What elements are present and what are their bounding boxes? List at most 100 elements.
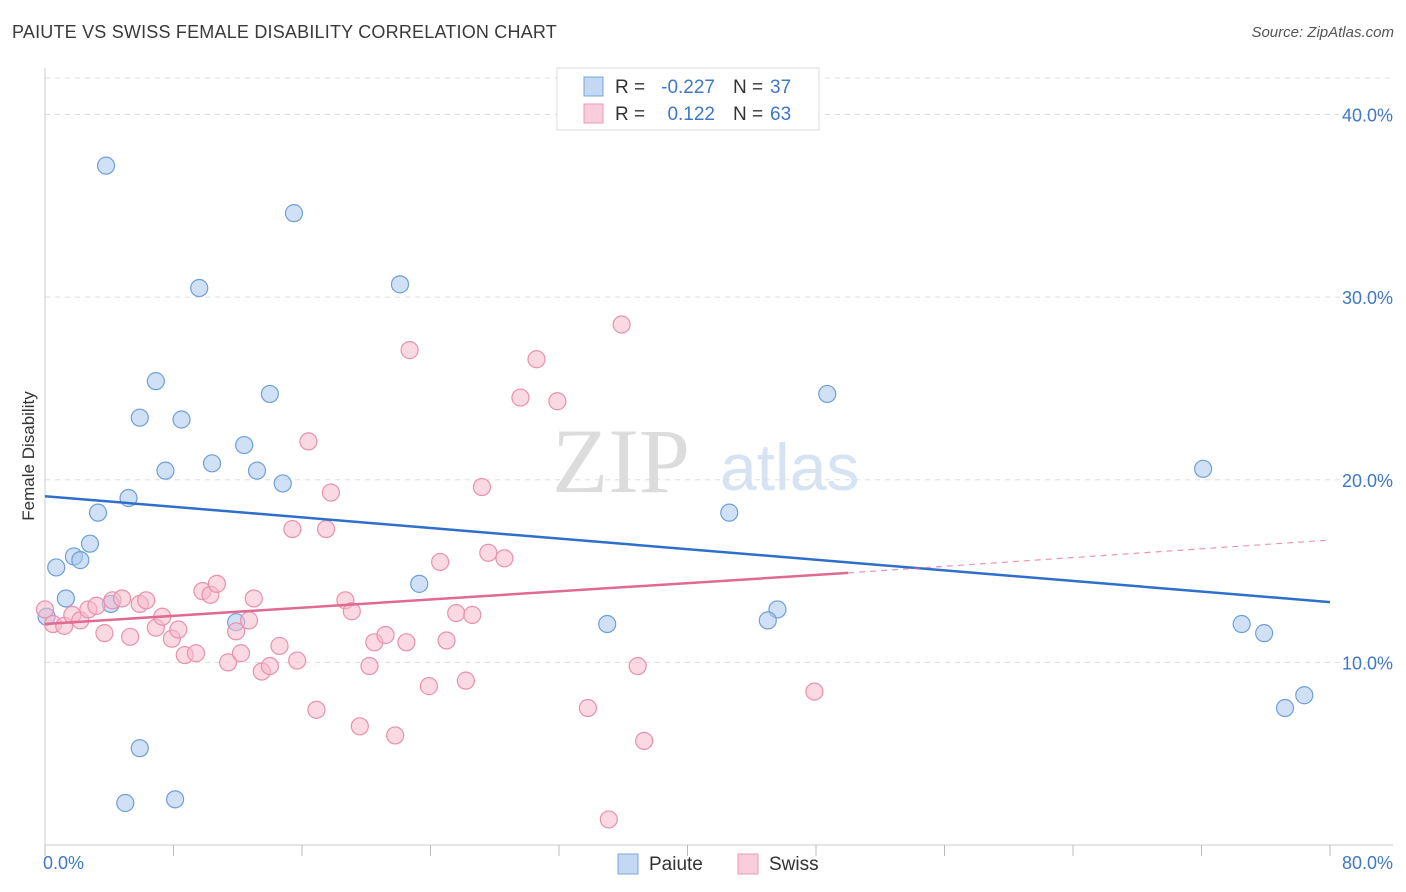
paiute-point-0 xyxy=(96,156,116,175)
x-tick-label-min: 0.0% xyxy=(43,853,84,873)
swiss-point-37 xyxy=(342,602,361,621)
source-label: Source: ZipAtlas.com xyxy=(1251,24,1394,41)
paiute-point-1 xyxy=(284,204,304,223)
gridlines xyxy=(45,77,1393,663)
swiss-point-46 xyxy=(431,552,450,572)
legend-r-value-swiss: 0.122 xyxy=(667,104,715,125)
y-axis-label: Female Disability xyxy=(19,391,38,521)
paiute-point-19 xyxy=(56,589,75,608)
paiute-point-3 xyxy=(390,275,410,294)
paiute-point-33 xyxy=(1232,614,1251,634)
swiss-point-49 xyxy=(456,671,475,690)
bottom-legend-label-swiss: Swiss xyxy=(769,854,819,875)
swiss-point-28 xyxy=(260,656,279,676)
paiute-point-18 xyxy=(47,558,66,577)
paiute-point-11 xyxy=(247,461,267,480)
swiss-point-22 xyxy=(219,653,238,672)
paiute-point-24 xyxy=(598,614,617,634)
paiute-point-2 xyxy=(190,278,209,298)
paiute-point-28 xyxy=(758,611,777,630)
bottom-legend-swatch-paiute xyxy=(617,853,639,875)
swiss-trend-line xyxy=(44,571,849,626)
legend-n-label-paiute: N = xyxy=(733,77,763,98)
watermark-zip: ZIP xyxy=(552,410,690,512)
bottom-legend-label-paiute: Paiute xyxy=(649,854,703,875)
swiss-point-53 xyxy=(495,549,514,568)
swiss-point-50 xyxy=(463,605,482,625)
y-tick-label-20: 20.0% xyxy=(1342,471,1393,491)
swiss-point-62 xyxy=(805,682,824,701)
paiute-point-36 xyxy=(1295,686,1314,705)
swiss-point-18 xyxy=(186,644,206,663)
paiute-point-7 xyxy=(172,410,191,429)
legend-r-label-swiss: R = xyxy=(615,104,645,125)
swiss-trend-line-extension xyxy=(848,539,1331,574)
swiss-point-24 xyxy=(231,644,251,663)
swiss-point-9 xyxy=(112,589,132,608)
swiss-point-10 xyxy=(121,627,140,646)
swiss-point-0 xyxy=(35,600,55,619)
paiute-trend-line xyxy=(44,494,1331,604)
swiss-point-12 xyxy=(137,591,156,610)
paiute-point-17 xyxy=(71,551,90,570)
swiss-point-44 xyxy=(400,341,419,360)
data-points xyxy=(35,156,1314,829)
legend-n-value-swiss: 63 xyxy=(770,104,791,125)
axes xyxy=(44,68,1393,856)
legend-swatch-paiute xyxy=(583,76,604,97)
legend-r-value-paiute: -0.227 xyxy=(661,77,715,98)
swiss-point-38 xyxy=(350,717,369,736)
paiute-point-32 xyxy=(1194,459,1213,478)
paiute-point-6 xyxy=(130,408,149,427)
paiute-point-14 xyxy=(88,503,108,522)
paiute-point-31 xyxy=(166,790,185,809)
paiute-point-8 xyxy=(235,435,254,455)
legend-swatch-swiss xyxy=(583,103,604,124)
swiss-point-54 xyxy=(511,388,530,407)
paiute-point-25 xyxy=(720,503,739,522)
paiute-point-26 xyxy=(818,384,837,404)
y-tick-labels: 10.0% 20.0% 30.0% 40.0% xyxy=(1342,106,1393,674)
swiss-point-58 xyxy=(599,810,618,829)
paiute-point-15 xyxy=(80,534,100,553)
y-tick-label-10: 10.0% xyxy=(1342,653,1393,673)
bottom-legend: Paiute Swiss xyxy=(617,853,819,875)
swiss-point-41 xyxy=(376,625,395,645)
swiss-point-55 xyxy=(527,350,546,369)
swiss-point-34 xyxy=(316,519,336,539)
swiss-point-48 xyxy=(447,603,466,623)
swiss-point-39 xyxy=(360,656,379,676)
watermark: ZIP atlas xyxy=(552,410,859,512)
paiute-point-10 xyxy=(202,454,222,473)
y-tick-label-40: 40.0% xyxy=(1342,106,1393,126)
swiss-point-32 xyxy=(299,432,318,451)
swiss-point-51 xyxy=(472,477,491,497)
paiute-point-5 xyxy=(260,384,279,404)
trend-lines xyxy=(44,494,1331,626)
swiss-point-25 xyxy=(239,611,259,630)
y-tick-label-30: 30.0% xyxy=(1342,288,1393,308)
swiss-point-23 xyxy=(227,622,246,641)
paiute-point-4 xyxy=(146,372,165,391)
paiute-point-30 xyxy=(116,793,135,813)
swiss-point-60 xyxy=(628,656,647,676)
swiss-point-57 xyxy=(578,698,598,718)
swiss-point-61 xyxy=(635,731,654,751)
swiss-point-42 xyxy=(386,726,405,745)
swiss-point-52 xyxy=(479,543,498,562)
paiute-point-9 xyxy=(156,461,175,480)
watermark-atlas: atlas xyxy=(720,430,859,504)
swiss-point-29 xyxy=(270,636,289,656)
swiss-point-33 xyxy=(307,700,326,719)
paiute-point-29 xyxy=(130,739,149,758)
legend-n-value-paiute: 37 xyxy=(770,77,791,98)
legend-r-label-paiute: R = xyxy=(615,77,645,98)
swiss-point-6 xyxy=(87,596,106,615)
swiss-point-30 xyxy=(283,519,302,539)
swiss-point-31 xyxy=(288,651,307,670)
legend-n-label-swiss: N = xyxy=(733,104,763,125)
swiss-point-47 xyxy=(437,631,456,650)
swiss-point-7 xyxy=(95,624,114,643)
swiss-point-21 xyxy=(207,574,226,593)
